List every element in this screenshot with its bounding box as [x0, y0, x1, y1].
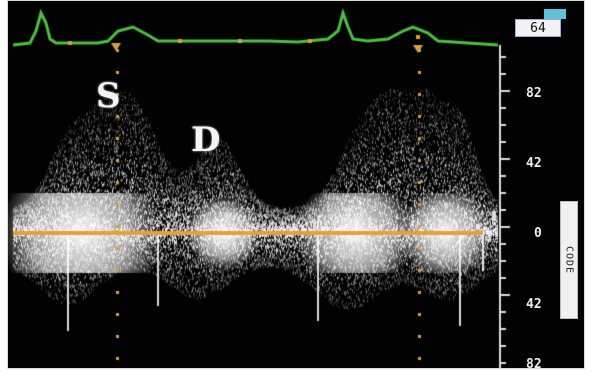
side-vertical-label-text: CODE [563, 245, 575, 275]
scale-label-lower: 42 [526, 297, 542, 312]
scale-label-bottom: 82 [526, 357, 542, 369]
heart-rate-readout: 64 [515, 19, 561, 37]
side-vertical-label: CODE [560, 201, 578, 319]
heart-rate-tab [544, 9, 566, 19]
scale-label-zero: 0 [534, 226, 542, 241]
scale-label-top: 82 [526, 86, 542, 101]
systolic-peak-label: S [96, 76, 121, 116]
doppler-display: S D 64 82 42 0 42 82 CODE [7, 0, 585, 369]
doppler-spectrum [8, 1, 584, 368]
scale-label-upper: 42 [526, 156, 542, 171]
diastolic-peak-label: D [191, 120, 221, 160]
